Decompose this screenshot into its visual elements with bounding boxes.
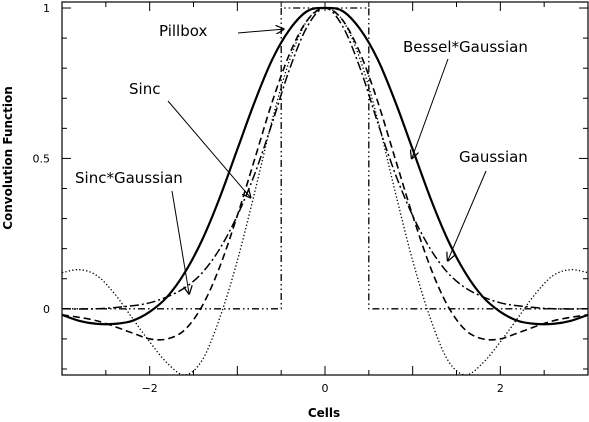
plot-frame (61, 1, 589, 376)
annotation-arrow-bessel-gaussian (412, 58, 449, 158)
annotation-arrow-sinc-gaussian (171, 190, 189, 294)
annotation-sinc: Sinc (129, 80, 160, 98)
x-axis-label: Cells (308, 406, 340, 420)
annotation-sinc-gaussian: Sinc*Gaussian (75, 169, 183, 187)
annotation-pillbox: Pillbox (159, 22, 207, 40)
x-tick-label: 2 (497, 382, 504, 395)
annotation-layer: Pillbox Sinc Sinc*Gaussian Bessel*Gaussian G… (75, 22, 528, 294)
y-axis-label: Convolution Function (1, 86, 15, 230)
annotation-bessel-gaussian: Bessel*Gaussian (403, 38, 528, 56)
annotation-gaussian: Gaussian (459, 148, 528, 166)
series-layer (61, 6, 589, 376)
axes-layer: −2 0 2 0 0.5 1 (33, 1, 589, 395)
series-sinc (61, 7, 589, 376)
x-tick-label: 0 (322, 382, 329, 395)
annotation-arrow-gaussian (448, 170, 487, 261)
y-tick-label: 0.5 (33, 152, 51, 165)
annotation-arrow-pillbox (237, 29, 284, 33)
y-tick-label: 0 (43, 303, 50, 316)
x-tick-label: −2 (142, 382, 158, 395)
y-tick-label: 1 (43, 2, 50, 15)
annotation-arrow-sinc (167, 100, 250, 198)
